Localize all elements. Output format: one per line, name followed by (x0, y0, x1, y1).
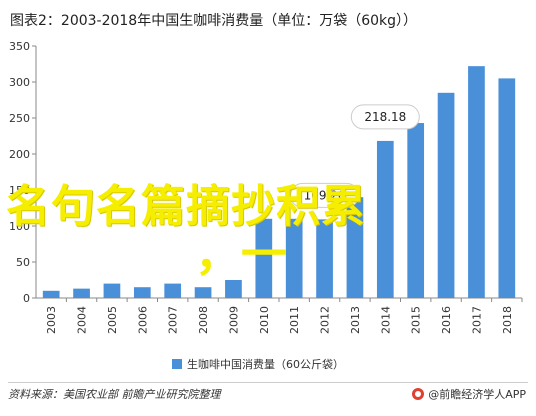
data-label: 109.20 (304, 188, 346, 202)
chart-legend: 生咖啡中国消费量（60公斤袋） (172, 356, 344, 372)
y-tick-label: 300 (9, 76, 30, 89)
x-tick-label: 2008 (197, 306, 210, 334)
bar (133, 287, 151, 298)
brand-logo-icon (412, 388, 425, 400)
footer-divider (8, 382, 528, 383)
bar (225, 280, 242, 298)
overlay-dash: ，一 (195, 227, 287, 281)
x-tick-label: 2011 (288, 306, 301, 334)
overlay-text: 名句名篇摘抄积累 (6, 181, 366, 232)
bar (346, 197, 364, 298)
x-tick-label: 2006 (136, 306, 149, 334)
x-tick-label: 2013 (349, 306, 362, 334)
x-tick-label: 2017 (470, 306, 483, 334)
bar (164, 283, 182, 298)
y-tick-label: 0 (23, 292, 30, 305)
x-tick-label: 2009 (227, 306, 240, 334)
x-tick-label: 2003 (45, 306, 58, 334)
x-tick-label: 2014 (379, 306, 392, 334)
bar (468, 66, 485, 298)
y-tick-label: 150 (9, 184, 30, 197)
bar (437, 92, 455, 298)
data-label: 218.18 (364, 110, 406, 124)
bar (376, 140, 394, 298)
x-tick-label: 2016 (440, 306, 453, 334)
legend-label: 生咖啡中国消费量（60公斤袋） (187, 358, 344, 371)
legend-swatch (172, 359, 182, 369)
bar (42, 290, 60, 298)
bar (255, 218, 273, 298)
bar (498, 78, 516, 299)
x-tick-label: 2005 (106, 306, 119, 334)
source-note: 资料来源：美国农业部 前瞻产业研究院整理 (8, 388, 221, 401)
x-tick-label: 2010 (258, 306, 271, 334)
y-tick-label: 350 (9, 40, 30, 53)
y-tick-label: 100 (9, 220, 30, 233)
brand-credit: @前瞻经济学人APP (412, 386, 526, 402)
x-tick-label: 2007 (167, 306, 180, 334)
bar (407, 123, 425, 298)
x-tick-label: 2018 (501, 306, 514, 334)
chart-title: 图表2：2003-2018年中国生咖啡消费量（单位：万袋（60kg）） (10, 13, 418, 29)
bar (73, 288, 90, 298)
y-tick-label: 250 (9, 112, 30, 125)
bar (194, 287, 212, 298)
bar (316, 219, 333, 298)
x-tick-label: 2012 (319, 306, 332, 334)
x-tick-label: 2015 (410, 306, 423, 334)
data-label-bubble (350, 104, 420, 130)
y-tick-label: 50 (16, 256, 30, 269)
bar (285, 218, 303, 298)
bar (103, 283, 121, 298)
x-tick-label: 2004 (76, 306, 89, 334)
y-tick-label: 200 (9, 148, 30, 161)
data-label-bubble (290, 182, 360, 208)
brand-text: @前瞻经济学人APP (428, 388, 526, 401)
